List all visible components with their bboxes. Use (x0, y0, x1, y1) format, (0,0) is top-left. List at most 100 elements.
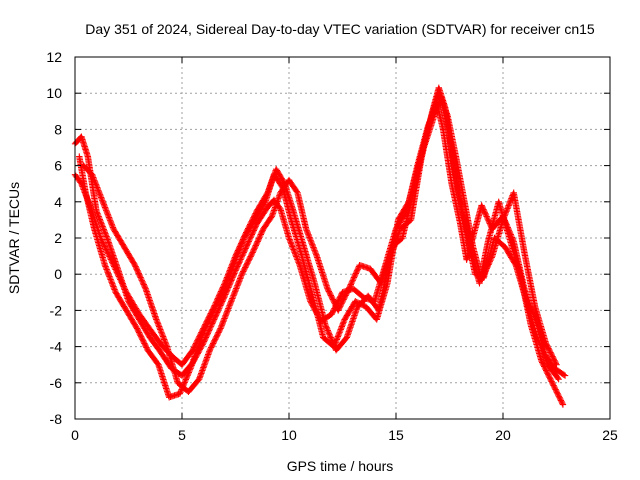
data-point (253, 239, 261, 246)
data-point (209, 309, 216, 316)
data-point (291, 249, 298, 256)
data-point (325, 288, 333, 295)
data-point (540, 351, 548, 358)
data-point (96, 216, 103, 223)
data-point (118, 279, 125, 286)
data-point (344, 288, 351, 295)
data-point (549, 354, 557, 362)
data-point (256, 234, 263, 241)
data-point (109, 260, 117, 267)
data-point (139, 278, 146, 285)
data-point (206, 316, 213, 323)
data-point (252, 242, 259, 249)
data-point (241, 246, 249, 254)
data-point (560, 371, 568, 378)
data-point (90, 175, 98, 183)
series-track-4 (76, 90, 560, 401)
data-point (340, 317, 348, 325)
data-point (92, 180, 99, 187)
data-point (326, 289, 333, 296)
data-point (305, 232, 313, 240)
data-point (158, 329, 165, 336)
data-point (554, 374, 561, 382)
data-point (340, 319, 347, 326)
data-point (248, 250, 256, 258)
data-point (102, 230, 109, 237)
data-point (103, 247, 110, 255)
data-point (181, 379, 188, 386)
data-point (210, 306, 218, 314)
data-point (219, 289, 226, 296)
data-point (330, 343, 338, 350)
data-point (328, 310, 335, 318)
data-point (338, 323, 346, 330)
data-point (289, 243, 296, 250)
data-point (221, 284, 228, 292)
data-point (234, 281, 242, 288)
data-point (257, 231, 265, 238)
data-point (482, 211, 490, 219)
data-point (98, 221, 106, 229)
data-point (267, 214, 275, 221)
data-point (307, 237, 314, 244)
data-point (216, 326, 224, 334)
data-point (224, 276, 231, 283)
data-point (107, 256, 115, 263)
data-point (293, 188, 300, 195)
data-point (328, 293, 335, 301)
data-point (503, 206, 511, 214)
data-point (156, 324, 163, 332)
data-point (241, 265, 248, 272)
data-point (132, 264, 140, 272)
data-point (186, 367, 193, 375)
data-point (210, 308, 217, 315)
data-point (251, 243, 259, 251)
data-point (229, 293, 237, 301)
data-point (139, 336, 146, 343)
data-point (218, 291, 225, 299)
data-point (480, 270, 488, 278)
data-point (235, 249, 242, 256)
data-point (183, 374, 190, 382)
data-point (539, 348, 547, 356)
data-point (328, 335, 335, 343)
data-point (541, 364, 549, 372)
data-point (138, 334, 145, 342)
data-point (157, 326, 164, 333)
data-point (117, 276, 124, 283)
data-point (535, 337, 542, 344)
data-point (228, 266, 235, 273)
data-point (142, 342, 149, 350)
data-point (306, 234, 313, 241)
data-point (227, 269, 234, 276)
data-point (248, 251, 255, 259)
data-point (346, 284, 353, 291)
data-point (535, 338, 543, 346)
data-point (325, 328, 332, 336)
data-point (141, 284, 149, 291)
data-point (99, 224, 107, 232)
data-point (201, 327, 208, 334)
data-point (216, 294, 224, 301)
data-point (502, 209, 510, 216)
data-point (352, 271, 359, 279)
data-point (136, 273, 144, 280)
y-tick-label: -2 (50, 302, 63, 318)
data-point (539, 347, 546, 354)
data-point (106, 217, 114, 224)
data-point (110, 283, 117, 290)
data-point (440, 101, 447, 108)
data-point (534, 335, 542, 343)
data-point (322, 323, 330, 330)
data-point (207, 344, 215, 351)
data-point (91, 177, 98, 184)
data-point (89, 172, 96, 180)
data-point (95, 187, 102, 194)
data-point (176, 390, 184, 397)
data-point (439, 98, 446, 106)
data-point (109, 222, 116, 230)
data-point (108, 279, 115, 286)
data-point (550, 382, 557, 389)
data-point (346, 282, 354, 290)
data-point (240, 268, 247, 275)
